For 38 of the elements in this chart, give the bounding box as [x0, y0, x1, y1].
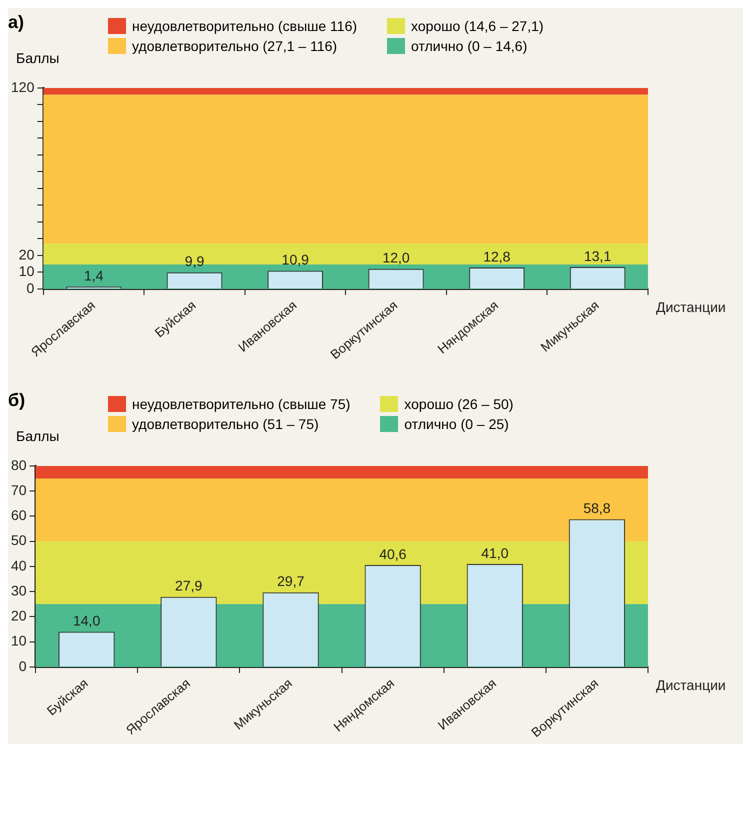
data-label: 13,1: [584, 248, 612, 264]
data-label: 29,7: [277, 573, 305, 590]
legend-label: неудовлетворительно (свыше 75): [132, 396, 350, 412]
legend-label: неудовлетворительно (свыше 116): [132, 18, 358, 34]
legend-label: удовлетворительно (27,1 – 116): [132, 38, 338, 54]
data-label: 58,8: [583, 500, 611, 516]
x-axis-title: Дистанции: [656, 298, 726, 315]
data-label: 14,0: [72, 612, 100, 629]
chart-title: б): [8, 389, 26, 411]
y-tick-label: 60: [10, 507, 27, 524]
y-tick-label: 10: [10, 632, 27, 649]
data-label: 10,9: [282, 252, 310, 268]
x-axis-title: Дистанции: [656, 676, 726, 693]
y-tick-label: 40: [10, 557, 27, 574]
data-label: 27,9: [175, 578, 203, 594]
data-label: 12,0: [382, 250, 410, 266]
y-tick-label: 20: [18, 246, 35, 262]
data-label: 12,8: [483, 248, 511, 264]
y-tick-label: 10: [18, 263, 35, 280]
y-axis-title: Баллы: [16, 50, 60, 66]
y-tick-label: 120: [11, 78, 35, 95]
y-tick-label: 80: [10, 456, 27, 473]
data-label: 40,6: [379, 546, 407, 562]
data-label: 1,4: [84, 267, 104, 284]
legend-label: отлично (0 – 25): [404, 416, 509, 432]
legend-label: хорошо (14,6 – 27,1): [411, 18, 544, 34]
y-tick-label: 70: [10, 482, 27, 498]
legend-label: хорошо (26 – 50): [404, 396, 514, 412]
y-axis-title: Баллы: [16, 428, 60, 444]
y-tick-label: 0: [26, 280, 35, 296]
legend-label: отлично (0 – 14,6): [411, 38, 528, 54]
data-label: 41,0: [481, 544, 509, 561]
y-tick-label: 30: [10, 582, 27, 598]
y-tick-label: 50: [10, 532, 27, 548]
legend-label: удовлетворительно (51 – 75): [132, 416, 319, 432]
y-tick-label: 0: [18, 658, 27, 674]
chart-title: а): [8, 11, 26, 33]
y-tick-label: 20: [10, 608, 27, 624]
